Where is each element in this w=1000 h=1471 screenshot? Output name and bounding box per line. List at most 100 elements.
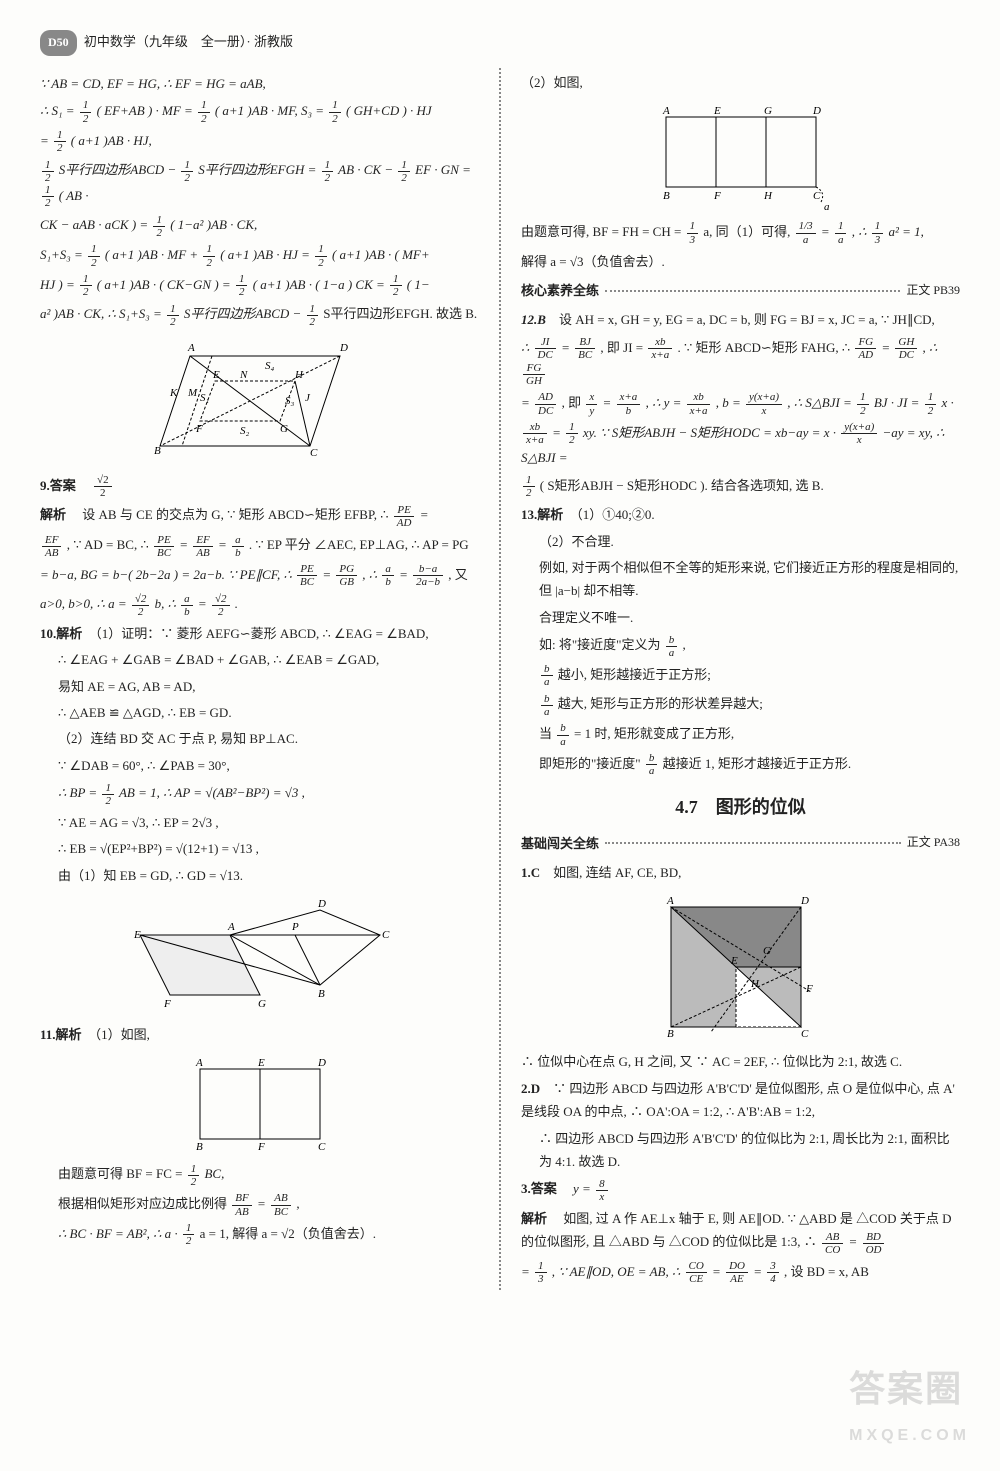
math-text: ∴ JIDC = BJBC , 即 JI = xbx+a . ∵ 矩形 ABCD… (521, 336, 960, 387)
q10-heading: 10.解析 （1）证明：∵ 菱形 AEFG∽菱形 ABCD, ∴ ∠EAG = … (40, 622, 479, 645)
svg-text:C: C (318, 1141, 326, 1153)
math-text: 易知 AE = AG, AB = AD, (58, 675, 479, 698)
section-header-core: 核心素养全练正文 PB39 (521, 279, 960, 302)
svg-text:G: G (258, 998, 266, 1010)
svg-text:B: B (154, 445, 161, 457)
svg-text:N: N (239, 369, 248, 381)
math-text: （2）不合理. (539, 530, 960, 553)
math-text: 由（1）知 EB = GD, ∴ GD = √13. (58, 864, 479, 887)
section-header-basic: 基础闯关全练正文 PA38 (521, 832, 960, 855)
math-text: ∴ S₁ = 12 ( EF+AB ) · MF = 12 ( a+1 )AB … (40, 99, 479, 125)
svg-text:B: B (663, 190, 670, 202)
q12: 12.B 设 AH = x, GH = y, EG = a, DC = b, 则… (521, 308, 960, 331)
svg-text:H: H (750, 978, 760, 990)
math-text: a² )AB · CK, ∴ S₁+S₃ = 12 S平行四边形ABCD − 1… (40, 302, 479, 328)
svg-text:E: E (713, 105, 721, 117)
svg-text:A: A (195, 1057, 203, 1069)
svg-text:H: H (763, 190, 773, 202)
svg-text:M: M (187, 387, 198, 399)
svg-text:P: P (291, 921, 299, 933)
math-text: = 13 , ∵ AE∥OD, OE = AB, ∴ COCE = DOAE =… (521, 1260, 960, 1286)
svg-text:J: J (305, 392, 311, 404)
watermark: 答案圈 MXQE.COM (849, 1357, 970, 1451)
math-text: HJ ) = 12 ( a+1 )AB · ( CK−GN ) = 12 ( a… (40, 273, 479, 299)
math-text: 解得 a = √3（负值舍去）. (521, 250, 960, 273)
rhombus-diagram-2: A B C D E F G P (120, 895, 400, 1015)
math-text: ∵ ∠DAB = 60°, ∴ ∠PAB = 30°, (58, 754, 479, 777)
math-text: 12 S平行四边形ABCD − 12 S平行四边形EFGH = 12 AB · … (40, 158, 479, 209)
svg-text:A: A (666, 895, 674, 907)
math-text: 由题意可得, BF = FH = CH = 13 a, 同（1）可得, 1/3a… (521, 220, 960, 246)
svg-text:F: F (163, 998, 171, 1010)
svg-text:A: A (187, 342, 195, 354)
svg-text:a: a (824, 201, 830, 212)
math-text: ∵ AB = CD, EF = HG, ∴ EF = HG = aAB, (40, 72, 479, 95)
math-text: ∵ AE = AG = √3, ∴ EP = 2√3 , (58, 811, 479, 834)
math-text: ∴ 位似中心在点 G, H 之间, 又 ∵ AC = 2EF, ∴ 位似比为 2… (521, 1050, 960, 1073)
math-text: S₁+S₃ = 12 ( a+1 )AB · MF + 12 ( a+1 )AB… (40, 243, 479, 269)
math-text: ∴ BP = 12 AB = 1, ∴ AP = √(AB²−BP²) = √3… (58, 781, 479, 807)
square-diagram-3: A E D B F C (180, 1054, 340, 1154)
math-text: 合理定义不唯一. (539, 606, 960, 629)
svg-text:A: A (662, 105, 670, 117)
svg-text:F: F (713, 190, 721, 202)
math-text: ba 越小, 矩形越接近于正方形; (539, 663, 960, 689)
math-text: ∴ △AEB ≌ △AGD, ∴ EB = GD. (58, 701, 479, 724)
svg-text:D: D (812, 105, 821, 117)
svg-text:D: D (317, 1057, 326, 1069)
math-text: 解析 如图, 过 A 作 AE⊥x 轴于 E, 则 AE∥OD. ∵ △ABD … (521, 1207, 960, 1256)
math-text: ∴ ∠EAG + ∠GAB = ∠BAD + ∠GAB, ∴ ∠EAB = ∠G… (58, 648, 479, 671)
math-text: 解析 设 AB 与 CE 的交点为 G, ∵ 矩形 ABCD∽矩形 EFBP, … (40, 503, 479, 529)
q2: 2.D ∵ 四边形 ABCD 与四边形 A'B'C'D' 是位似图形, 点 O … (521, 1077, 960, 1124)
q11-heading: 11.解析 （1）如图, (40, 1023, 479, 1046)
parallelogram-diagram-1: A D B C E H F G J K M N S₁ S₂ S₃ S₄ (140, 336, 380, 466)
math-text: 即矩形的"接近度" ba 越接近 1, 矩形才越接近于正方形. (539, 752, 960, 778)
math-text: ba 越大, 矩形与正方形的形状差异越大; (539, 692, 960, 718)
svg-text:S₂: S₂ (240, 425, 250, 437)
svg-text:D: D (800, 895, 809, 907)
math-text: CK − aAB · aCK ) = 12 ( 1−a² )AB · CK, (40, 213, 479, 239)
svg-text:C: C (382, 929, 390, 941)
math-text: a>0, b>0, ∴ a = √22 b, ∴ ab = √22 . (40, 592, 479, 618)
svg-text:G: G (763, 945, 771, 957)
svg-text:S₄: S₄ (265, 360, 275, 372)
svg-text:G: G (280, 423, 288, 435)
q9-answer: 9.答案 √22 (40, 474, 479, 500)
math-text: EFAB , ∵ AD = BC, ∴ PEBC = EFAB = ab . ∵… (40, 533, 479, 559)
math-text: ∴ EB = √(EP²+BP²) = √(12+1) = √13 , (58, 837, 479, 860)
math-text: （2）如图, (521, 71, 960, 94)
q3-answer: 3.答案 y = 8x (521, 1177, 960, 1203)
svg-text:D: D (317, 898, 326, 910)
svg-text:A: A (227, 921, 235, 933)
math-text: （2）连结 BD 交 AC 于点 P, 易知 BP⊥AC. (58, 727, 479, 750)
math-text: 当 ba = 1 时, 矩形就变成了正方形, (539, 722, 960, 748)
math-text: ∴ BC · BF = AB², ∴ a · 12 a = 1, 解得 a = … (58, 1222, 479, 1248)
svg-text:B: B (196, 1141, 203, 1153)
left-column: ∵ AB = CD, EF = HG, ∴ EF = HG = aAB, ∴ S… (40, 68, 479, 1290)
svg-text:C: C (801, 1028, 809, 1040)
svg-text:E: E (257, 1057, 265, 1069)
svg-text:F: F (257, 1141, 265, 1153)
square-diagram-4: A E G D B F H C a (641, 102, 841, 212)
svg-text:C: C (813, 190, 821, 202)
math-text: xbx+a = 12 xy. ∵ S矩形ABJH − S矩形HODC = xb−… (521, 421, 960, 470)
similarity-diagram-5: A D B C E F G H (651, 892, 831, 1042)
svg-text:C: C (310, 447, 318, 459)
svg-text:K: K (169, 387, 178, 399)
page-header: D50 初中数学（九年级 全一册）· 浙教版 (40, 30, 960, 56)
math-text: 由题意可得 BF = FC = 12 BC, (58, 1162, 479, 1188)
svg-text:E: E (133, 929, 141, 941)
svg-text:E: E (212, 369, 220, 381)
right-column: （2）如图, A E G D B F H C a 由题意可得, BF = FH … (521, 68, 960, 1290)
math-text: 例如, 对于两个相似但不全等的矩形来说, 它们接近正方形的程度是相同的, 但 |… (539, 556, 960, 603)
math-text: 12 ( S矩形ABJH − S矩形HODC ). 结合各选项知, 选 B. (521, 474, 960, 500)
column-divider (499, 68, 501, 1290)
math-text: = ADDC , 即 xy = x+ab , ∴ y = xbx+a , b =… (521, 391, 960, 417)
q1: 1.C 如图, 连结 AF, CE, BD, (521, 861, 960, 884)
svg-text:G: G (764, 105, 772, 117)
svg-text:H: H (294, 369, 304, 381)
math-text: = 12 ( a+1 )AB · HJ, (40, 129, 479, 155)
svg-text:F: F (195, 423, 203, 435)
svg-text:F: F (805, 983, 813, 995)
page-badge: D50 (40, 30, 77, 56)
